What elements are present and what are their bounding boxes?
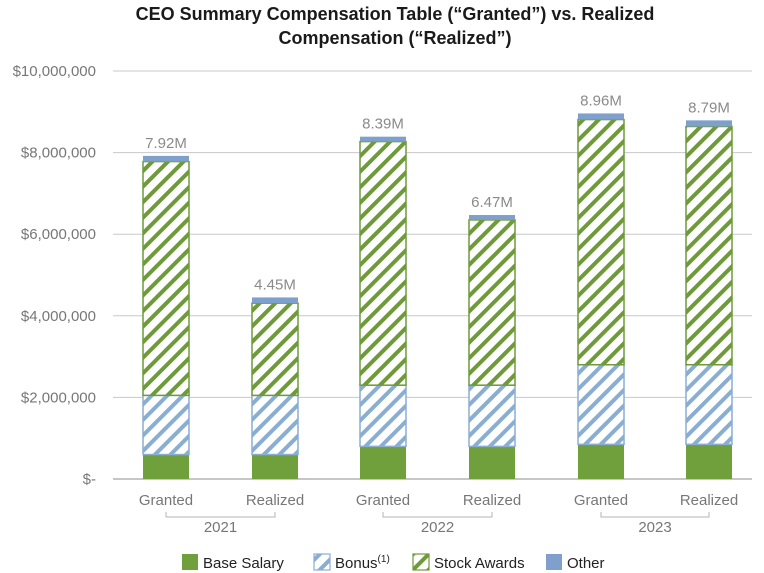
bar-segment-bonus [142, 394, 190, 456]
legend-swatch [182, 554, 198, 570]
bar-segment-bonus [359, 384, 407, 448]
x-tick-label: Realized [463, 492, 521, 509]
legend-swatch [313, 553, 331, 571]
bar-segment-base-salary [686, 444, 732, 479]
legend-label: Stock Awards [434, 555, 525, 572]
legend-label: Other [567, 555, 605, 572]
bar-segment-base-salary [469, 446, 515, 479]
bar-segment-other [360, 136, 406, 142]
bar-segment-other [578, 113, 624, 120]
y-tick-label: $10,000,000 [13, 63, 96, 80]
total-data-label: 6.47M [471, 194, 513, 211]
x-axis-ticks: Granted Realized Granted Realized Granted Rea… [139, 492, 738, 536]
x-tick-label: Granted [574, 492, 628, 509]
total-data-label: 4.45M [254, 276, 296, 293]
bar-segment-bonus [468, 384, 516, 448]
bar-segment-other [252, 297, 298, 304]
total-data-label: 8.39M [362, 116, 404, 133]
legend-stock-awards: Stock Awards [412, 553, 525, 572]
bar-segment-bonus [251, 394, 299, 456]
bar-segment-other [686, 120, 732, 127]
legend-base-salary: Base Salary [182, 554, 284, 572]
y-tick-label: $- [83, 471, 96, 488]
y-axis-ticks: $- $2,000,000 $4,000,000 $6,000,000 $8,000,0… [13, 63, 96, 488]
bar-segment-stock-awards [577, 118, 625, 366]
x-tick-label: Realized [246, 492, 304, 509]
legend-other: Other [546, 554, 605, 572]
chart-title-line-1: CEO Summary Compensation Table (“Granted… [136, 4, 655, 24]
bars: 7.92M 4.45M 8.39M 6.47M 8.96M 8.79M [142, 92, 733, 479]
total-data-label: 8.79M [688, 99, 730, 116]
x-tick-label: Realized [680, 492, 738, 509]
legend-label: Base Salary [203, 555, 284, 572]
gridlines [113, 70, 752, 480]
legend: Base Salary Bonus(1) Stock Awards Other [182, 553, 605, 572]
legend-swatch [546, 554, 562, 570]
group-label: 2023 [638, 519, 671, 536]
legend-bonus: Bonus(1) [313, 553, 390, 572]
bar-segment-other [143, 155, 189, 162]
legend-swatch [412, 553, 430, 571]
y-tick-label: $8,000,000 [21, 145, 96, 162]
bar-segment-base-salary [143, 454, 189, 479]
x-tick-label: Granted [356, 492, 410, 509]
total-data-label: 7.92M [145, 135, 187, 152]
group-bracket [600, 512, 710, 518]
bar-segment-stock-awards [468, 219, 516, 386]
bar-segment-base-salary [252, 454, 298, 479]
bar-segment-base-salary [360, 446, 406, 479]
bar-segment-other [469, 215, 515, 220]
chart-title-line-2: Compensation (“Realized”) [278, 28, 511, 48]
group-label: 2022 [421, 519, 454, 536]
bar-segment-bonus [685, 364, 733, 446]
bar-segment-stock-awards [359, 140, 407, 386]
group-bracket [382, 512, 493, 518]
bar-segment-base-salary [578, 444, 624, 479]
group-bracket [165, 512, 276, 518]
bar-segment-stock-awards [685, 125, 733, 366]
total-data-label: 8.96M [580, 92, 622, 109]
bar-segment-stock-awards [142, 160, 190, 397]
x-tick-label: Granted [139, 492, 193, 509]
legend-label: Bonus(1) [335, 554, 390, 572]
y-tick-label: $6,000,000 [21, 226, 96, 243]
group-label: 2021 [204, 519, 237, 536]
bar-segment-bonus [577, 364, 625, 446]
legend-footnote-marker: (1) [378, 554, 390, 565]
y-tick-label: $2,000,000 [21, 389, 96, 406]
y-tick-label: $4,000,000 [21, 308, 96, 325]
bar-segment-stock-awards [251, 302, 299, 397]
